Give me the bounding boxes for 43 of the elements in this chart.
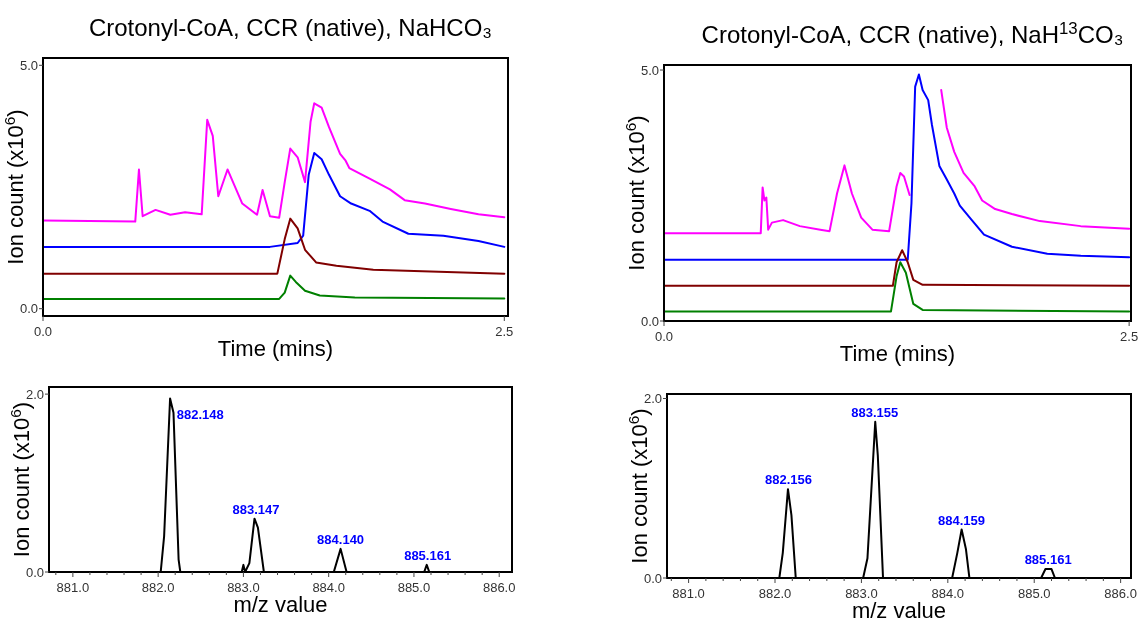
line-series	[43, 274, 506, 300]
line-series	[43, 151, 506, 248]
annotation: 883.155	[851, 404, 899, 420]
line-series	[43, 102, 506, 223]
x-tick-label: 884.0	[312, 580, 345, 595]
x-axis-title: m/z value	[233, 592, 328, 617]
x-tick-label: 884.0	[931, 586, 965, 601]
y-tick-label: 5.0	[19, 57, 38, 73]
line-series	[664, 261, 1131, 313]
x-tick-label: 881.0	[56, 580, 90, 595]
line-series	[664, 73, 1131, 261]
y-tick-label: 0.0	[640, 313, 659, 329]
chart-title: Crotonyl-CoA, CCR (native), NaH$^{13}$CO₃	[701, 18, 1124, 48]
y-tick-label: 5.0	[640, 62, 659, 78]
x-tick-label: 2.5	[495, 324, 514, 339]
x-axis-title: Time (mins)	[839, 341, 956, 366]
x-axis-title: Time (mins)	[217, 336, 334, 361]
chart-title: Crotonyl-CoA, CCR (native), NaHCO₃	[88, 14, 493, 41]
annotation: 882.156	[764, 472, 812, 488]
annotation: 885.161	[1024, 552, 1072, 568]
x-tick-label: 0.0	[654, 329, 674, 344]
x-tick-label: 883.0	[845, 586, 878, 601]
x-tick-label: 885.0	[1017, 586, 1051, 601]
annotation: 885.161	[404, 547, 452, 563]
x-tick-label: 886.0	[482, 580, 516, 595]
annotation: 882.148	[176, 406, 224, 422]
x-tick-label: 2.5	[1120, 329, 1139, 344]
x-tick-label: 886.0	[1104, 586, 1137, 601]
x-tick-label: 883.0	[227, 580, 260, 595]
x-axis-title: m/z value	[851, 598, 947, 623]
x-tick-label: 882.0	[141, 580, 175, 595]
annotation: 884.159	[938, 512, 986, 528]
annotation: 883.147	[232, 501, 280, 517]
x-tick-label: 885.0	[397, 580, 431, 595]
line-series	[43, 217, 506, 275]
y-tick-label: 2.0	[25, 386, 44, 402]
line-series	[664, 249, 1131, 287]
y-tick-label: 0.0	[25, 564, 44, 580]
x-tick-label: 881.0	[672, 586, 705, 601]
x-tick-label: 882.0	[758, 586, 792, 601]
y-tick-label: 0.0	[19, 301, 38, 317]
y-tick-label: 2.0	[643, 390, 662, 406]
annotation: 884.140	[317, 531, 365, 547]
